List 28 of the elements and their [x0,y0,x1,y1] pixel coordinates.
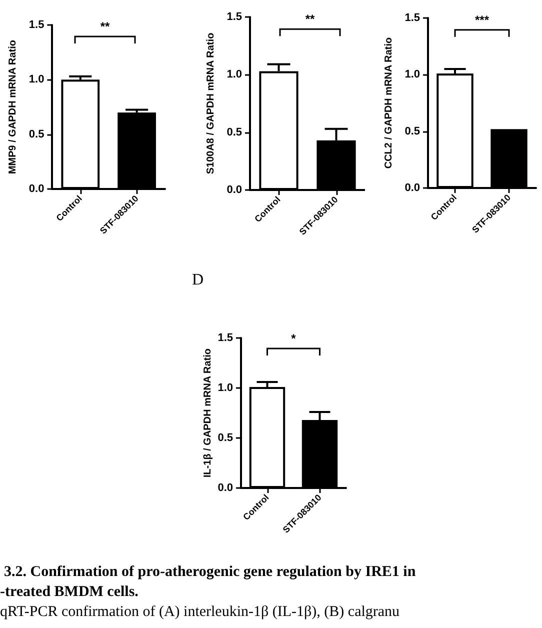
y-tick-label: 1.5 [226,11,242,23]
y-axis-title: IL-1β / GAPDH mRNA Ratio [202,348,214,478]
y-tick-label: 1.0 [28,74,44,86]
y-axis-title: S100A8 / GAPDH mRNA Ratio [205,32,216,174]
y-tick-label: 1.5 [28,19,44,31]
y-tick-label: 0.0 [218,482,233,494]
annotation: *** [474,12,490,27]
y-tick-label: 0.0 [404,182,420,194]
annotation: ** [305,12,315,26]
y-tick-label: 0.0 [28,183,44,195]
text: 3.2. Confirmation of pro-atherogenic gene regulation by IRE1 in [3,563,417,582]
y-tick-label: 0.5 [226,126,242,138]
y-tick-label: 1.0 [218,382,233,394]
y-tick-label: 1.0 [404,68,420,81]
y-tick-label: 0.0 [226,184,242,196]
annotation: ** [100,19,110,34]
y-axis-title: MMP9 / GAPDH mRNA Ratio [8,40,18,174]
y-tick-label: 0.5 [28,128,44,140]
y-tick-label: 0.5 [218,432,233,444]
y-tick-label: 0.5 [404,125,420,138]
y-tick-label: 1.5 [404,12,420,24]
y-tick-label: 1.0 [226,68,242,81]
text: -treated BMDM cells. [0,583,140,602]
text: qRT-PCR confirmation of (A) interleukin-1β (IL-1β), (B) calgranu [0,603,401,622]
chart-title: D [192,272,204,288]
y-tick-label: 1.5 [218,332,233,344]
annotation: * [291,332,296,346]
y-axis-title: CCL2 / GAPDH mRNA Ratio [383,37,394,169]
